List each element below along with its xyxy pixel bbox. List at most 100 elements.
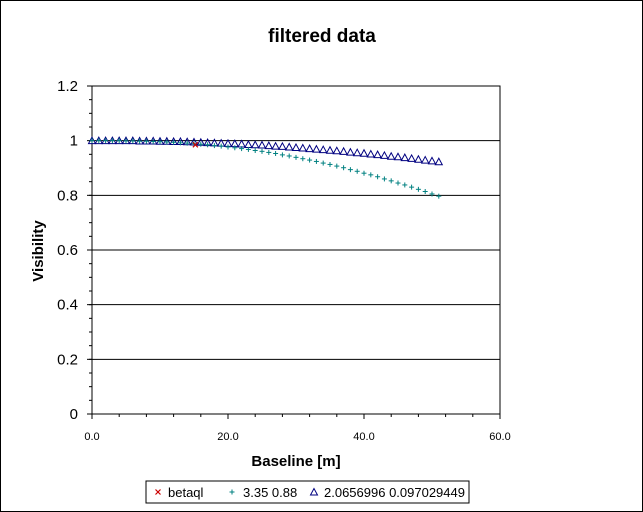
data-point <box>409 184 415 190</box>
data-point <box>266 149 272 155</box>
series-layer <box>87 136 444 199</box>
legend-marker <box>229 489 235 495</box>
data-point <box>346 147 355 156</box>
y-tick-label: 0.8 <box>57 187 78 204</box>
data-point <box>157 139 163 145</box>
data-point <box>434 157 444 166</box>
data-point <box>400 153 410 162</box>
legend-item: 3.35 0.88 <box>229 485 297 500</box>
series-1 <box>89 138 442 199</box>
data-point <box>218 143 224 149</box>
data-point <box>305 144 314 153</box>
x-tick-label: 40.0 <box>353 431 374 443</box>
data-point <box>198 141 204 147</box>
x-tick-label: 0.0 <box>84 431 99 443</box>
data-point <box>427 156 437 165</box>
legend: betaql 3.35 0.88 2.0656996 0.097029449 <box>145 480 470 504</box>
data-point <box>211 143 217 149</box>
y-tick-label: 1.2 <box>57 78 78 95</box>
data-point <box>164 139 170 145</box>
data-point <box>109 138 115 144</box>
data-point <box>402 182 408 188</box>
data-point <box>103 138 109 144</box>
data-point <box>327 161 333 167</box>
data-point <box>341 165 347 171</box>
y-axis: 0 0.2 0.4 0.6 0.8 1 1.2 <box>57 78 92 423</box>
y-axis-title: Visibility <box>30 220 47 282</box>
data-point <box>325 145 335 154</box>
data-point <box>116 138 122 144</box>
data-point <box>366 149 376 158</box>
y-tick-label: 0 <box>70 406 78 423</box>
data-point <box>128 136 138 145</box>
data-point <box>137 138 143 144</box>
data-point <box>354 168 360 174</box>
y-tick-label: 0.4 <box>57 297 78 314</box>
data-point <box>279 152 285 158</box>
data-point <box>361 170 367 176</box>
legend-item: 2.0656996 0.097029449 <box>309 485 465 500</box>
data-point <box>386 151 396 160</box>
data-point <box>318 145 328 154</box>
data-point <box>96 138 102 144</box>
data-point <box>225 144 231 150</box>
data-point <box>250 140 260 149</box>
data-point <box>300 156 306 162</box>
y-tick-label: 0.2 <box>57 351 78 368</box>
data-point <box>429 191 435 197</box>
data-point <box>143 138 149 144</box>
data-point <box>380 150 389 159</box>
x-axis-title: Baseline [m] <box>251 453 340 470</box>
series-0 <box>192 141 199 148</box>
data-point <box>375 174 381 180</box>
data-point <box>414 154 423 163</box>
data-point <box>184 140 190 146</box>
data-point <box>420 155 430 164</box>
data-point <box>415 186 421 192</box>
data-point <box>245 146 251 152</box>
data-point <box>293 154 299 160</box>
x-axis: 0.0 20.0 40.0 60.0 <box>84 414 511 443</box>
legend-items: betaql 3.35 0.88 2.0656996 0.097029449 <box>155 485 465 500</box>
data-point <box>307 157 313 163</box>
data-point <box>368 172 374 178</box>
legend-box <box>145 480 470 504</box>
data-point <box>239 146 245 152</box>
data-point <box>121 136 131 145</box>
legend-label: 3.35 0.88 <box>243 485 297 500</box>
data-point <box>273 151 279 157</box>
data-point <box>347 167 353 173</box>
data-point <box>171 139 177 145</box>
data-point <box>393 152 403 161</box>
y-tick-label: 0.6 <box>57 242 78 259</box>
data-point <box>123 138 129 144</box>
data-point <box>232 145 238 151</box>
data-point <box>130 138 136 144</box>
data-point <box>313 158 319 164</box>
data-point <box>89 138 95 144</box>
data-point <box>259 148 265 154</box>
data-point <box>264 141 274 150</box>
data-point <box>252 148 258 154</box>
data-point <box>395 180 401 186</box>
data-point <box>150 138 156 144</box>
data-point <box>407 153 416 162</box>
data-point <box>271 141 280 150</box>
data-point <box>205 142 211 148</box>
chart-title: filtered data <box>268 26 376 47</box>
data-point <box>334 163 340 169</box>
data-point <box>422 189 428 195</box>
x-tick-label: 60.0 <box>489 431 510 443</box>
data-point <box>286 153 292 159</box>
data-point <box>312 144 321 153</box>
data-point <box>332 146 342 155</box>
legend-item: betaql <box>155 485 204 500</box>
data-point <box>339 146 348 155</box>
data-point <box>388 178 394 184</box>
data-point <box>359 148 369 157</box>
data-point <box>142 136 151 145</box>
data-point <box>436 193 442 199</box>
data-point <box>192 141 199 148</box>
data-point <box>278 141 287 150</box>
legend-label: 2.0656996 0.097029449 <box>324 485 465 500</box>
